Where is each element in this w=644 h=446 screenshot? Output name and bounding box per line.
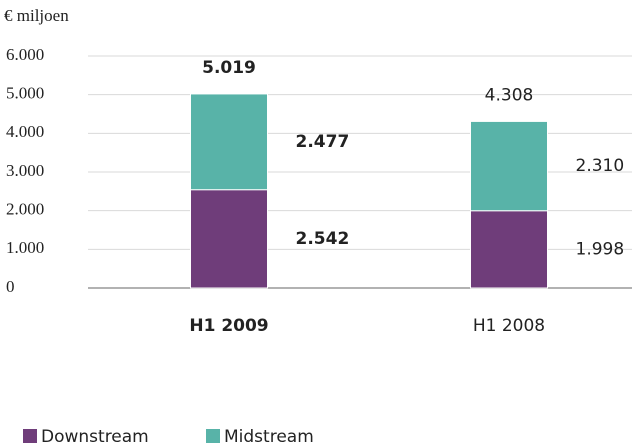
- legend-swatch: [206, 429, 220, 443]
- y-tick-label: 0: [6, 277, 15, 296]
- total-label: 4.308: [485, 85, 534, 105]
- value-label: 2.310: [576, 156, 625, 176]
- x-tick-label: H1 2009: [189, 316, 268, 336]
- value-label: 2.542: [296, 229, 350, 249]
- legend-label: Midstream: [224, 427, 314, 446]
- bar-segment: [470, 120, 548, 212]
- y-axis-label: € miljoen: [4, 6, 69, 25]
- y-tick-label: 4.000: [6, 122, 44, 141]
- x-tick-label: H1 2008: [473, 316, 545, 336]
- y-tick-label: 5.000: [6, 84, 44, 103]
- value-label: 2.477: [296, 132, 350, 152]
- y-tick-label: 2.000: [6, 200, 44, 219]
- legend-swatch: [23, 429, 37, 443]
- total-label: 5.019: [202, 58, 256, 78]
- y-tick-label: 1.000: [6, 238, 44, 257]
- bar-segment: [470, 210, 548, 289]
- y-tick-label: 6.000: [6, 45, 44, 64]
- bar-segment: [190, 189, 268, 289]
- legend-label: Downstream: [41, 427, 149, 446]
- value-label: 1.998: [576, 239, 625, 259]
- y-tick-label: 3.000: [6, 161, 44, 180]
- bar-segment: [190, 93, 268, 191]
